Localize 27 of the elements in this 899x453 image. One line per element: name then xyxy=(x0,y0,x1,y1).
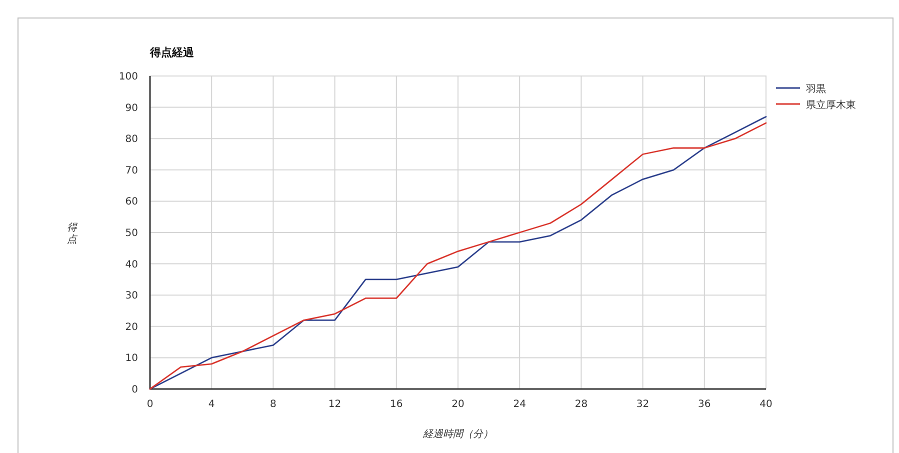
legend-label: 県立厚木東 xyxy=(806,99,856,111)
y-tick-label: 70 xyxy=(125,165,138,176)
y-tick-label: 60 xyxy=(125,196,138,208)
x-tick-label: 12 xyxy=(328,399,342,410)
y-axis-title: 得点 xyxy=(67,222,78,246)
x-tick-label: 32 xyxy=(636,399,650,410)
y-tick-label: 90 xyxy=(125,102,138,114)
y-tick-label: 30 xyxy=(125,290,138,302)
y-tick-label: 50 xyxy=(125,228,138,239)
y-tick-label: 100 xyxy=(118,72,138,82)
y-tick-label: 0 xyxy=(132,384,138,396)
x-tick-label: 4 xyxy=(208,399,215,410)
x-tick-label: 40 xyxy=(760,399,772,410)
y-tick-label: 10 xyxy=(125,353,138,364)
x-tick-label: 0 xyxy=(146,399,154,410)
x-tick-label: 24 xyxy=(513,399,526,410)
x-tick-label: 36 xyxy=(698,399,711,410)
x-tick-label: 16 xyxy=(390,399,403,410)
y-tick-label: 80 xyxy=(125,134,138,146)
y-tick-label: 40 xyxy=(125,259,138,270)
chart-title: 得点経過 xyxy=(149,46,195,59)
y-tick-label: 20 xyxy=(125,322,138,333)
x-tick-label: 20 xyxy=(452,399,464,410)
x-axis-title: 経過時間（分） xyxy=(422,428,493,440)
x-tick-label: 8 xyxy=(270,399,276,410)
x-tick-label: 28 xyxy=(574,399,588,410)
legend-label: 羽黒 xyxy=(806,84,826,95)
